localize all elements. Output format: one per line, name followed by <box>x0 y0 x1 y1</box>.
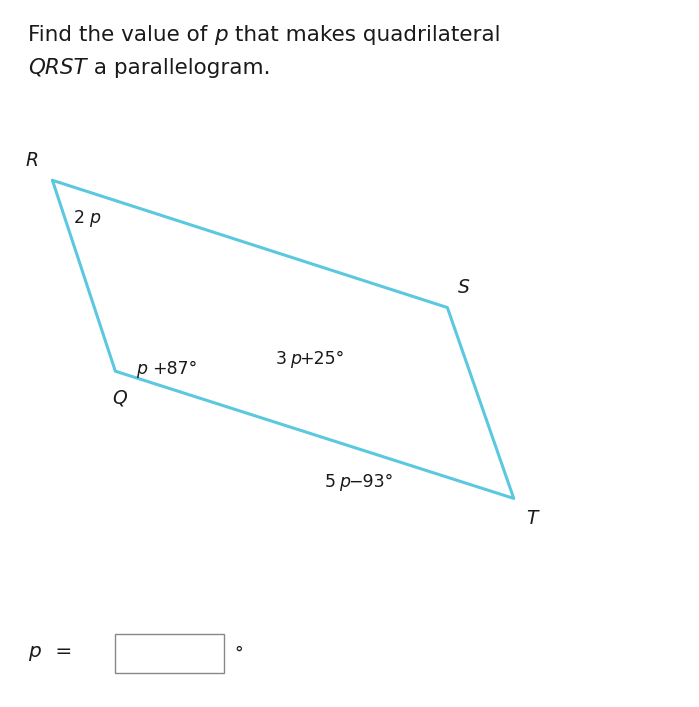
Text: +25°: +25° <box>299 350 345 368</box>
Text: +87°: +87° <box>152 361 197 378</box>
Text: 3: 3 <box>276 350 287 368</box>
Text: QRST: QRST <box>28 58 87 78</box>
Text: R: R <box>25 151 38 170</box>
Text: −93°: −93° <box>348 474 394 491</box>
Text: that makes quadrilateral: that makes quadrilateral <box>228 25 500 45</box>
Text: p: p <box>214 25 228 45</box>
Bar <box>115 634 224 673</box>
Text: =: = <box>49 643 72 661</box>
Text: 5: 5 <box>325 474 336 491</box>
Text: p: p <box>89 209 100 226</box>
Text: 2: 2 <box>73 209 85 226</box>
Text: p: p <box>136 361 147 378</box>
Text: p: p <box>290 350 301 368</box>
Text: p: p <box>339 474 350 491</box>
Text: a parallelogram.: a parallelogram. <box>87 58 270 78</box>
Text: Find the value of: Find the value of <box>28 25 214 45</box>
Text: p: p <box>28 643 41 661</box>
Text: T: T <box>526 509 538 528</box>
Text: °: ° <box>234 645 243 662</box>
Text: Q: Q <box>112 389 127 408</box>
Text: S: S <box>458 278 470 297</box>
